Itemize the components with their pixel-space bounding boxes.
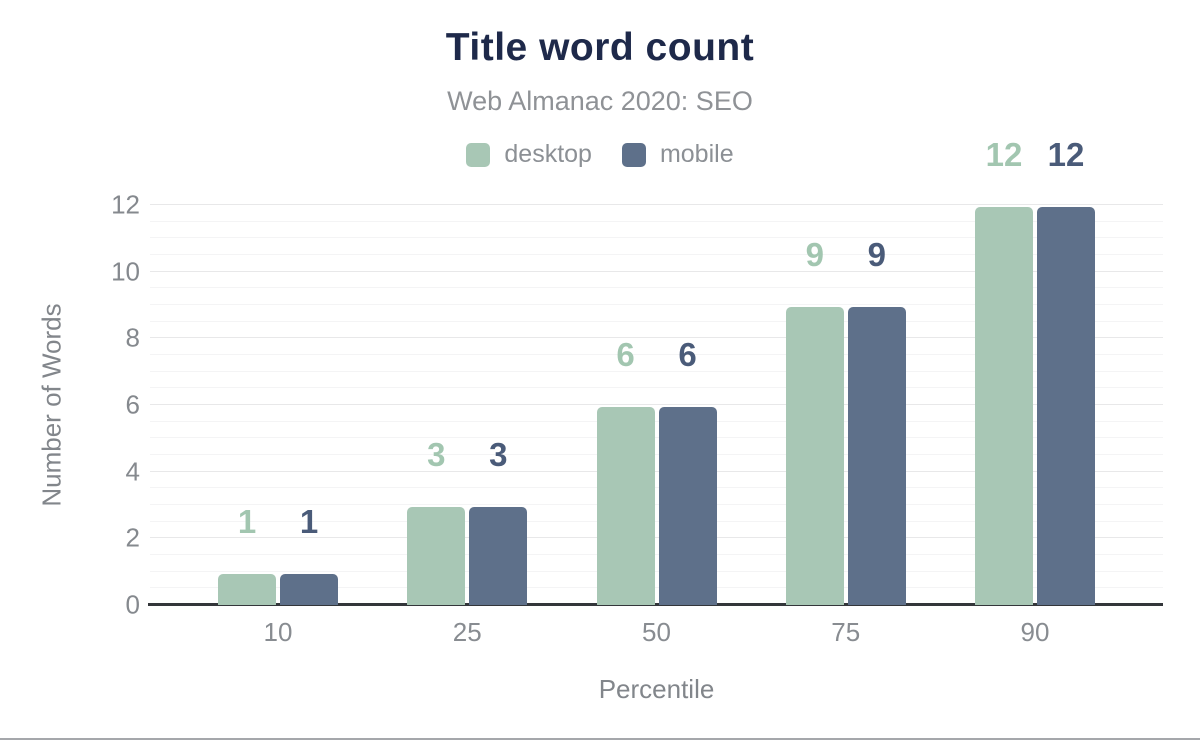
major-gridline	[150, 470, 1163, 472]
y-tick-8: 8	[125, 322, 140, 353]
bar-mobile-p90[interactable]	[1037, 207, 1095, 605]
bar-mobile-p25[interactable]	[469, 507, 528, 605]
bar-value-label-mobile-p25: 3	[489, 436, 508, 473]
x-axis-line	[148, 603, 1163, 606]
major-gridline	[150, 537, 1163, 539]
minor-gridline	[150, 587, 1163, 589]
x-axis-title: Percentile	[598, 674, 715, 704]
legend-label-mobile: mobile	[659, 140, 734, 168]
y-tick-6: 6	[125, 389, 140, 420]
minor-gridline	[150, 354, 1163, 355]
bar-mobile-p10[interactable]	[280, 573, 338, 605]
bar-desktop-p90[interactable]	[975, 207, 1033, 605]
y-tick-4: 4	[125, 456, 140, 487]
plot-area: 1 1 3 3 6 6 9 9 12 12	[148, 138, 1163, 606]
major-gridline	[150, 337, 1163, 339]
bar-desktop-p25[interactable]	[407, 507, 466, 605]
minor-gridline	[150, 554, 1163, 555]
minor-gridline	[150, 487, 1163, 489]
x-tick-50: 50	[642, 617, 671, 647]
bar-value-label-desktop-p10: 1	[237, 502, 257, 540]
bar-value-label-desktop-p50: 6	[616, 336, 635, 373]
minor-gridline	[150, 304, 1163, 305]
x-tick-10: 10	[263, 617, 293, 647]
x-tick-75: 75	[831, 617, 861, 647]
legend-swatch-mobile	[621, 142, 646, 167]
major-gridline	[150, 270, 1163, 272]
bar-value-label-desktop-p25: 3	[427, 436, 446, 473]
major-gridline	[150, 204, 1163, 205]
minor-gridline	[150, 454, 1163, 455]
minor-gridline	[150, 520, 1163, 522]
bar-desktop-p10[interactable]	[218, 573, 276, 605]
legend-item-desktop[interactable]: desktop	[466, 140, 592, 169]
bar-value-label-desktop-p75: 9	[805, 236, 824, 273]
bar-mobile-p50[interactable]	[658, 407, 717, 605]
minor-gridline	[150, 420, 1163, 422]
minor-gridline	[150, 504, 1163, 505]
legend-label-desktop: desktop	[504, 140, 592, 168]
minor-gridline	[150, 320, 1163, 322]
minor-gridline	[150, 237, 1163, 239]
bar-desktop-p75[interactable]	[785, 307, 844, 605]
chart-subtitle: Web Almanac 2020: SEO	[447, 86, 753, 116]
major-gridline	[150, 404, 1163, 405]
y-tick-12: 12	[111, 189, 140, 220]
y-tick-2: 2	[125, 522, 140, 553]
bar-mobile-p75[interactable]	[847, 307, 906, 605]
x-tick-90: 90	[1020, 617, 1050, 647]
y-tick-0: 0	[125, 589, 140, 620]
minor-gridline	[150, 287, 1163, 289]
bar-value-label-mobile-p50: 6	[678, 336, 697, 373]
bar-desktop-p50[interactable]	[596, 407, 655, 605]
chart-title: Title word count	[445, 26, 755, 69]
minor-gridline	[150, 570, 1163, 572]
legend-item-mobile[interactable]: mobile	[621, 140, 734, 169]
minor-gridline	[150, 220, 1163, 222]
bar-value-label-desktop-p90: 12	[985, 136, 1023, 173]
bottom-divider	[0, 738, 1200, 740]
chart-legend: desktop mobile	[0, 140, 1200, 169]
minor-gridline	[150, 437, 1163, 439]
bar-value-label-mobile-p75: 9	[867, 236, 886, 273]
y-tick-10: 10	[111, 256, 140, 287]
bar-value-label-mobile-p10: 1	[299, 502, 319, 540]
bar-value-label-mobile-p90: 12	[1047, 136, 1085, 173]
minor-gridline	[150, 370, 1163, 372]
minor-gridline	[150, 387, 1163, 389]
legend-swatch-desktop	[466, 142, 491, 167]
x-tick-25: 25	[452, 617, 482, 647]
minor-gridline	[150, 254, 1163, 255]
